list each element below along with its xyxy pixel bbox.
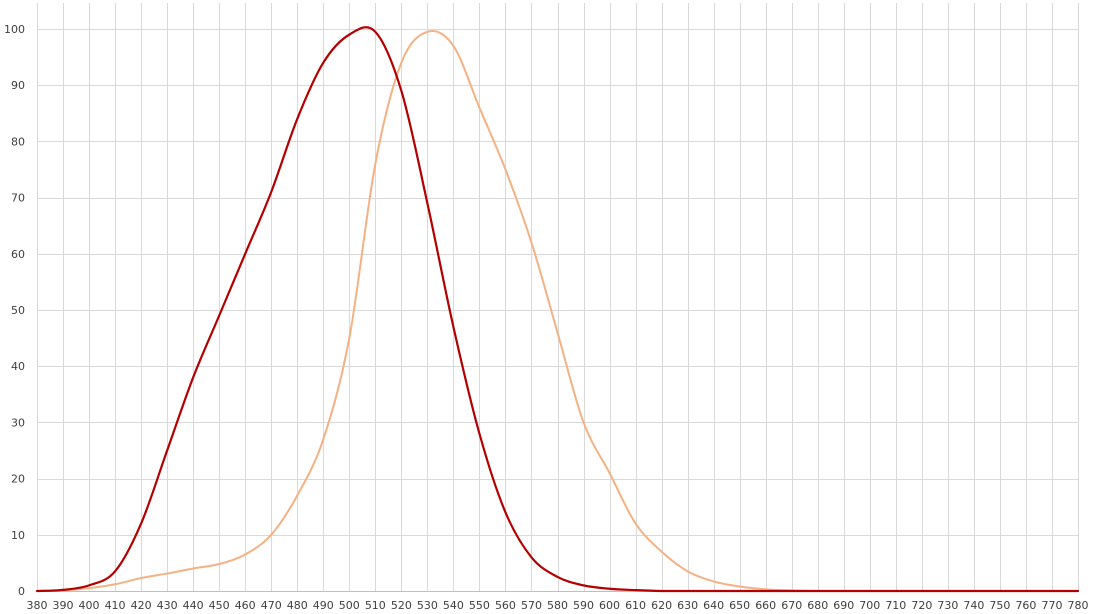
x-tick-label: 380: [27, 599, 48, 612]
y-tick-label: 80: [11, 135, 25, 148]
x-tick-label: 550: [469, 599, 490, 612]
x-tick-label: 700: [859, 599, 880, 612]
y-tick-label: 50: [11, 304, 25, 317]
x-tick-label: 740: [963, 599, 984, 612]
x-tick-label: 540: [443, 599, 464, 612]
y-tick-label: 20: [11, 473, 25, 486]
x-tick-label: 760: [1015, 599, 1036, 612]
x-tick-label: 560: [495, 599, 516, 612]
x-tick-label: 750: [989, 599, 1010, 612]
x-tick-label: 720: [911, 599, 932, 612]
x-tick-label: 780: [1068, 599, 1089, 612]
x-tick-label: 410: [105, 599, 126, 612]
y-tick-label: 60: [11, 248, 25, 261]
x-tick-label: 610: [625, 599, 646, 612]
y-tick-label: 30: [11, 416, 25, 429]
x-tick-label: 630: [677, 599, 698, 612]
series-line-dark-red: [35, 26, 1080, 593]
x-tick-label: 510: [365, 599, 386, 612]
series-lines: [35, 26, 1080, 593]
y-tick-label: 10: [11, 529, 25, 542]
x-tick-label: 490: [313, 599, 334, 612]
x-tick-label: 620: [651, 599, 672, 612]
x-tick-label: 590: [573, 599, 594, 612]
x-tick-label: 730: [937, 599, 958, 612]
y-tick-label: 90: [11, 79, 25, 92]
x-tick-label: 710: [885, 599, 906, 612]
x-tick-label: 640: [703, 599, 724, 612]
x-tick-label: 520: [391, 599, 412, 612]
x-tick-label: 460: [235, 599, 256, 612]
x-tick-label: 670: [781, 599, 802, 612]
x-tick-label: 430: [157, 599, 178, 612]
x-tick-label: 600: [599, 599, 620, 612]
x-tick-label: 390: [53, 599, 74, 612]
x-tick-label: 400: [79, 599, 100, 612]
x-tick-label: 580: [547, 599, 568, 612]
x-tick-label: 480: [287, 599, 308, 612]
gridlines: [37, 3, 1079, 592]
x-tick-label: 500: [339, 599, 360, 612]
x-axis-tick-labels: 380 390 400 410 420 430 440 450 460 470 480 490 500 5…: [27, 599, 1089, 612]
x-tick-label: 650: [729, 599, 750, 612]
y-axis-tick-labels: 0 10 20 30 40 50 60 70 80 90 100: [4, 23, 25, 598]
x-tick-label: 680: [807, 599, 828, 612]
x-tick-label: 420: [131, 599, 152, 612]
y-tick-label: 0: [18, 585, 25, 598]
x-tick-label: 570: [521, 599, 542, 612]
y-tick-label: 40: [11, 360, 25, 373]
y-tick-label: 70: [11, 192, 25, 205]
x-tick-label: 690: [833, 599, 854, 612]
x-tick-label: 470: [261, 599, 282, 612]
x-tick-label: 770: [1041, 599, 1062, 612]
x-tick-label: 530: [417, 599, 438, 612]
x-tick-label: 440: [183, 599, 204, 612]
x-tick-label: 660: [755, 599, 776, 612]
x-tick-label: 450: [209, 599, 230, 612]
y-tick-label: 100: [4, 23, 25, 36]
